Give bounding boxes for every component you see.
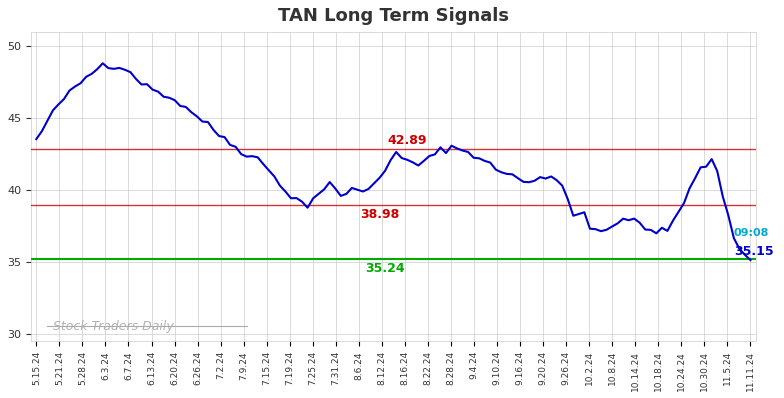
Text: 09:08: 09:08 <box>734 228 769 238</box>
Text: 35.24: 35.24 <box>365 262 405 275</box>
Text: 35.15: 35.15 <box>734 245 774 258</box>
Text: 42.89: 42.89 <box>387 135 427 147</box>
Text: 38.98: 38.98 <box>360 208 399 221</box>
Text: Stock Traders Daily: Stock Traders Daily <box>53 320 174 333</box>
Title: TAN Long Term Signals: TAN Long Term Signals <box>278 7 509 25</box>
